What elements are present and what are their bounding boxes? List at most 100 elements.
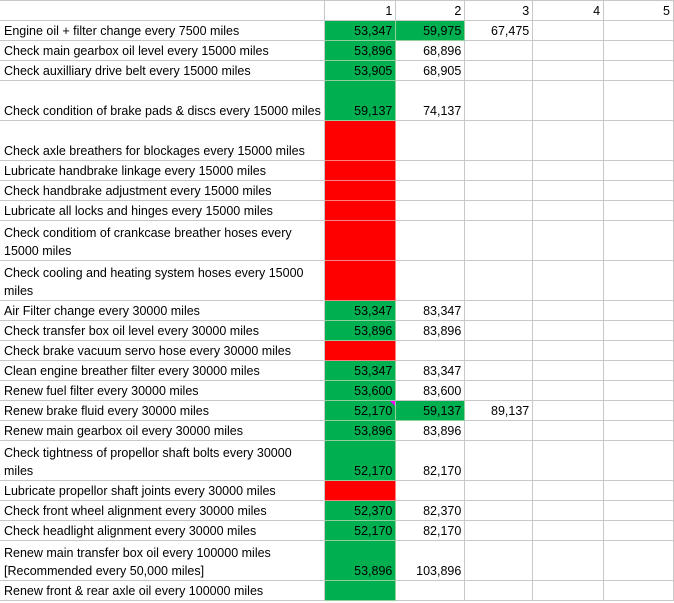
mileage-cell-5[interactable] (603, 340, 674, 361)
mileage-cell-3[interactable]: 67,475 (464, 20, 534, 41)
task-description-cell[interactable]: Lubricate handbrake linkage every 15000 … (0, 160, 326, 181)
mileage-cell-5[interactable] (603, 580, 674, 601)
mileage-cell-3[interactable] (464, 300, 534, 321)
mileage-cell-2[interactable]: 83,347 (395, 300, 466, 321)
mileage-cell-5[interactable] (603, 480, 674, 501)
task-description-cell[interactable]: Engine oil + filter change every 7500 mi… (0, 20, 326, 41)
mileage-cell-5[interactable] (603, 380, 674, 401)
mileage-cell-1[interactable]: 53,347 (324, 20, 397, 41)
mileage-cell-2[interactable] (395, 220, 466, 261)
mileage-cell-2[interactable]: 82,170 (395, 520, 466, 541)
header-cell-3[interactable]: 3 (464, 0, 534, 21)
mileage-cell-3[interactable] (464, 480, 534, 501)
mileage-cell-4[interactable] (532, 400, 605, 421)
task-description-cell[interactable]: Lubricate all locks and hinges every 150… (0, 200, 326, 221)
mileage-cell-1[interactable]: 53,896 (324, 40, 397, 61)
mileage-cell-3[interactable] (464, 540, 534, 581)
task-description-cell[interactable]: Check axle breathers for blockages every… (0, 120, 326, 161)
task-description-cell[interactable]: Renew front & rear axle oil every 100000… (0, 580, 326, 601)
mileage-cell-1[interactable]: 53,600 (324, 380, 397, 401)
task-description-cell[interactable]: Check headlight alignment every 30000 mi… (0, 520, 326, 541)
mileage-cell-5[interactable] (603, 160, 674, 181)
mileage-cell-3[interactable] (464, 60, 534, 81)
mileage-cell-1[interactable]: 52,170 (324, 440, 397, 481)
mileage-cell-2[interactable] (395, 200, 466, 221)
task-description-cell[interactable]: Clean engine breather filter every 30000… (0, 360, 326, 381)
mileage-cell-3[interactable] (464, 120, 534, 161)
mileage-cell-4[interactable] (532, 360, 605, 381)
mileage-cell-4[interactable] (532, 40, 605, 61)
task-description-cell[interactable]: Check tightness of propellor shaft bolts… (0, 440, 326, 481)
mileage-cell-4[interactable] (532, 180, 605, 201)
mileage-cell-3[interactable] (464, 220, 534, 261)
task-description-cell[interactable]: Check handbrake adjustment every 15000 m… (0, 180, 326, 201)
mileage-cell-1[interactable] (324, 480, 397, 501)
task-description-cell[interactable]: Renew main gearbox oil every 30000 miles (0, 420, 326, 441)
mileage-cell-1[interactable] (324, 260, 397, 301)
mileage-cell-1[interactable]: 53,347 (324, 360, 397, 381)
mileage-cell-4[interactable] (532, 60, 605, 81)
mileage-cell-4[interactable] (532, 380, 605, 401)
mileage-cell-1[interactable]: 53,896 (324, 540, 397, 581)
mileage-cell-4[interactable] (532, 260, 605, 301)
task-description-cell[interactable]: Check main gearbox oil level every 15000… (0, 40, 326, 61)
mileage-cell-4[interactable] (532, 540, 605, 581)
mileage-cell-5[interactable] (603, 400, 674, 421)
mileage-cell-3[interactable] (464, 500, 534, 521)
mileage-cell-3[interactable] (464, 80, 534, 121)
header-cell-1[interactable]: 1 (324, 0, 397, 21)
mileage-cell-1[interactable] (324, 180, 397, 201)
mileage-cell-2[interactable]: 83,896 (395, 420, 466, 441)
mileage-cell-2[interactable] (395, 180, 466, 201)
mileage-cell-2[interactable]: 83,600 (395, 380, 466, 401)
mileage-cell-1[interactable]: 53,347 (324, 300, 397, 321)
mileage-cell-2[interactable] (395, 340, 466, 361)
mileage-cell-1[interactable]: 53,905 (324, 60, 397, 81)
mileage-cell-5[interactable] (603, 520, 674, 541)
mileage-cell-3[interactable] (464, 520, 534, 541)
mileage-cell-1[interactable] (324, 340, 397, 361)
mileage-cell-1[interactable]: 52,370 (324, 500, 397, 521)
mileage-cell-4[interactable] (532, 480, 605, 501)
mileage-cell-4[interactable] (532, 520, 605, 541)
task-description-cell[interactable]: Air Filter change every 30000 miles (0, 300, 326, 321)
task-description-cell[interactable]: Renew brake fluid every 30000 miles (0, 400, 326, 421)
mileage-cell-2[interactable] (395, 160, 466, 181)
task-description-cell[interactable]: Check front wheel alignment every 30000 … (0, 500, 326, 521)
mileage-cell-2[interactable]: 103,896 (395, 540, 466, 581)
mileage-cell-4[interactable] (532, 20, 605, 41)
mileage-cell-3[interactable] (464, 160, 534, 181)
mileage-cell-4[interactable] (532, 220, 605, 261)
task-description-cell[interactable]: Renew main transfer box oil every 100000… (0, 540, 326, 581)
mileage-cell-1[interactable] (324, 200, 397, 221)
mileage-cell-1[interactable] (324, 580, 397, 601)
mileage-cell-2[interactable] (395, 480, 466, 501)
mileage-cell-3[interactable] (464, 340, 534, 361)
mileage-cell-5[interactable] (603, 320, 674, 341)
mileage-cell-4[interactable] (532, 580, 605, 601)
mileage-cell-4[interactable] (532, 420, 605, 441)
task-description-cell[interactable]: Check conditiom of crankcase breather ho… (0, 220, 326, 261)
mileage-cell-5[interactable] (603, 360, 674, 381)
mileage-cell-5[interactable] (603, 180, 674, 201)
mileage-cell-1[interactable]: 53,896 (324, 420, 397, 441)
mileage-cell-3[interactable] (464, 440, 534, 481)
mileage-cell-4[interactable] (532, 300, 605, 321)
mileage-cell-5[interactable] (603, 300, 674, 321)
mileage-cell-4[interactable] (532, 500, 605, 521)
mileage-cell-2[interactable] (395, 260, 466, 301)
mileage-cell-1[interactable] (324, 160, 397, 181)
mileage-cell-4[interactable] (532, 200, 605, 221)
mileage-cell-4[interactable] (532, 440, 605, 481)
mileage-cell-4[interactable] (532, 320, 605, 341)
mileage-cell-3[interactable] (464, 580, 534, 601)
mileage-cell-4[interactable] (532, 160, 605, 181)
mileage-cell-2[interactable]: 59,137 (395, 400, 466, 421)
mileage-cell-1[interactable]: 52,170 (324, 400, 397, 421)
task-description-cell[interactable]: Lubricate propellor shaft joints every 3… (0, 480, 326, 501)
header-cell-4[interactable]: 4 (532, 0, 605, 21)
mileage-cell-4[interactable] (532, 80, 605, 121)
mileage-cell-2[interactable]: 59,975 (395, 20, 466, 41)
mileage-cell-5[interactable] (603, 440, 674, 481)
task-description-cell[interactable]: Check cooling and heating system hoses e… (0, 260, 326, 301)
